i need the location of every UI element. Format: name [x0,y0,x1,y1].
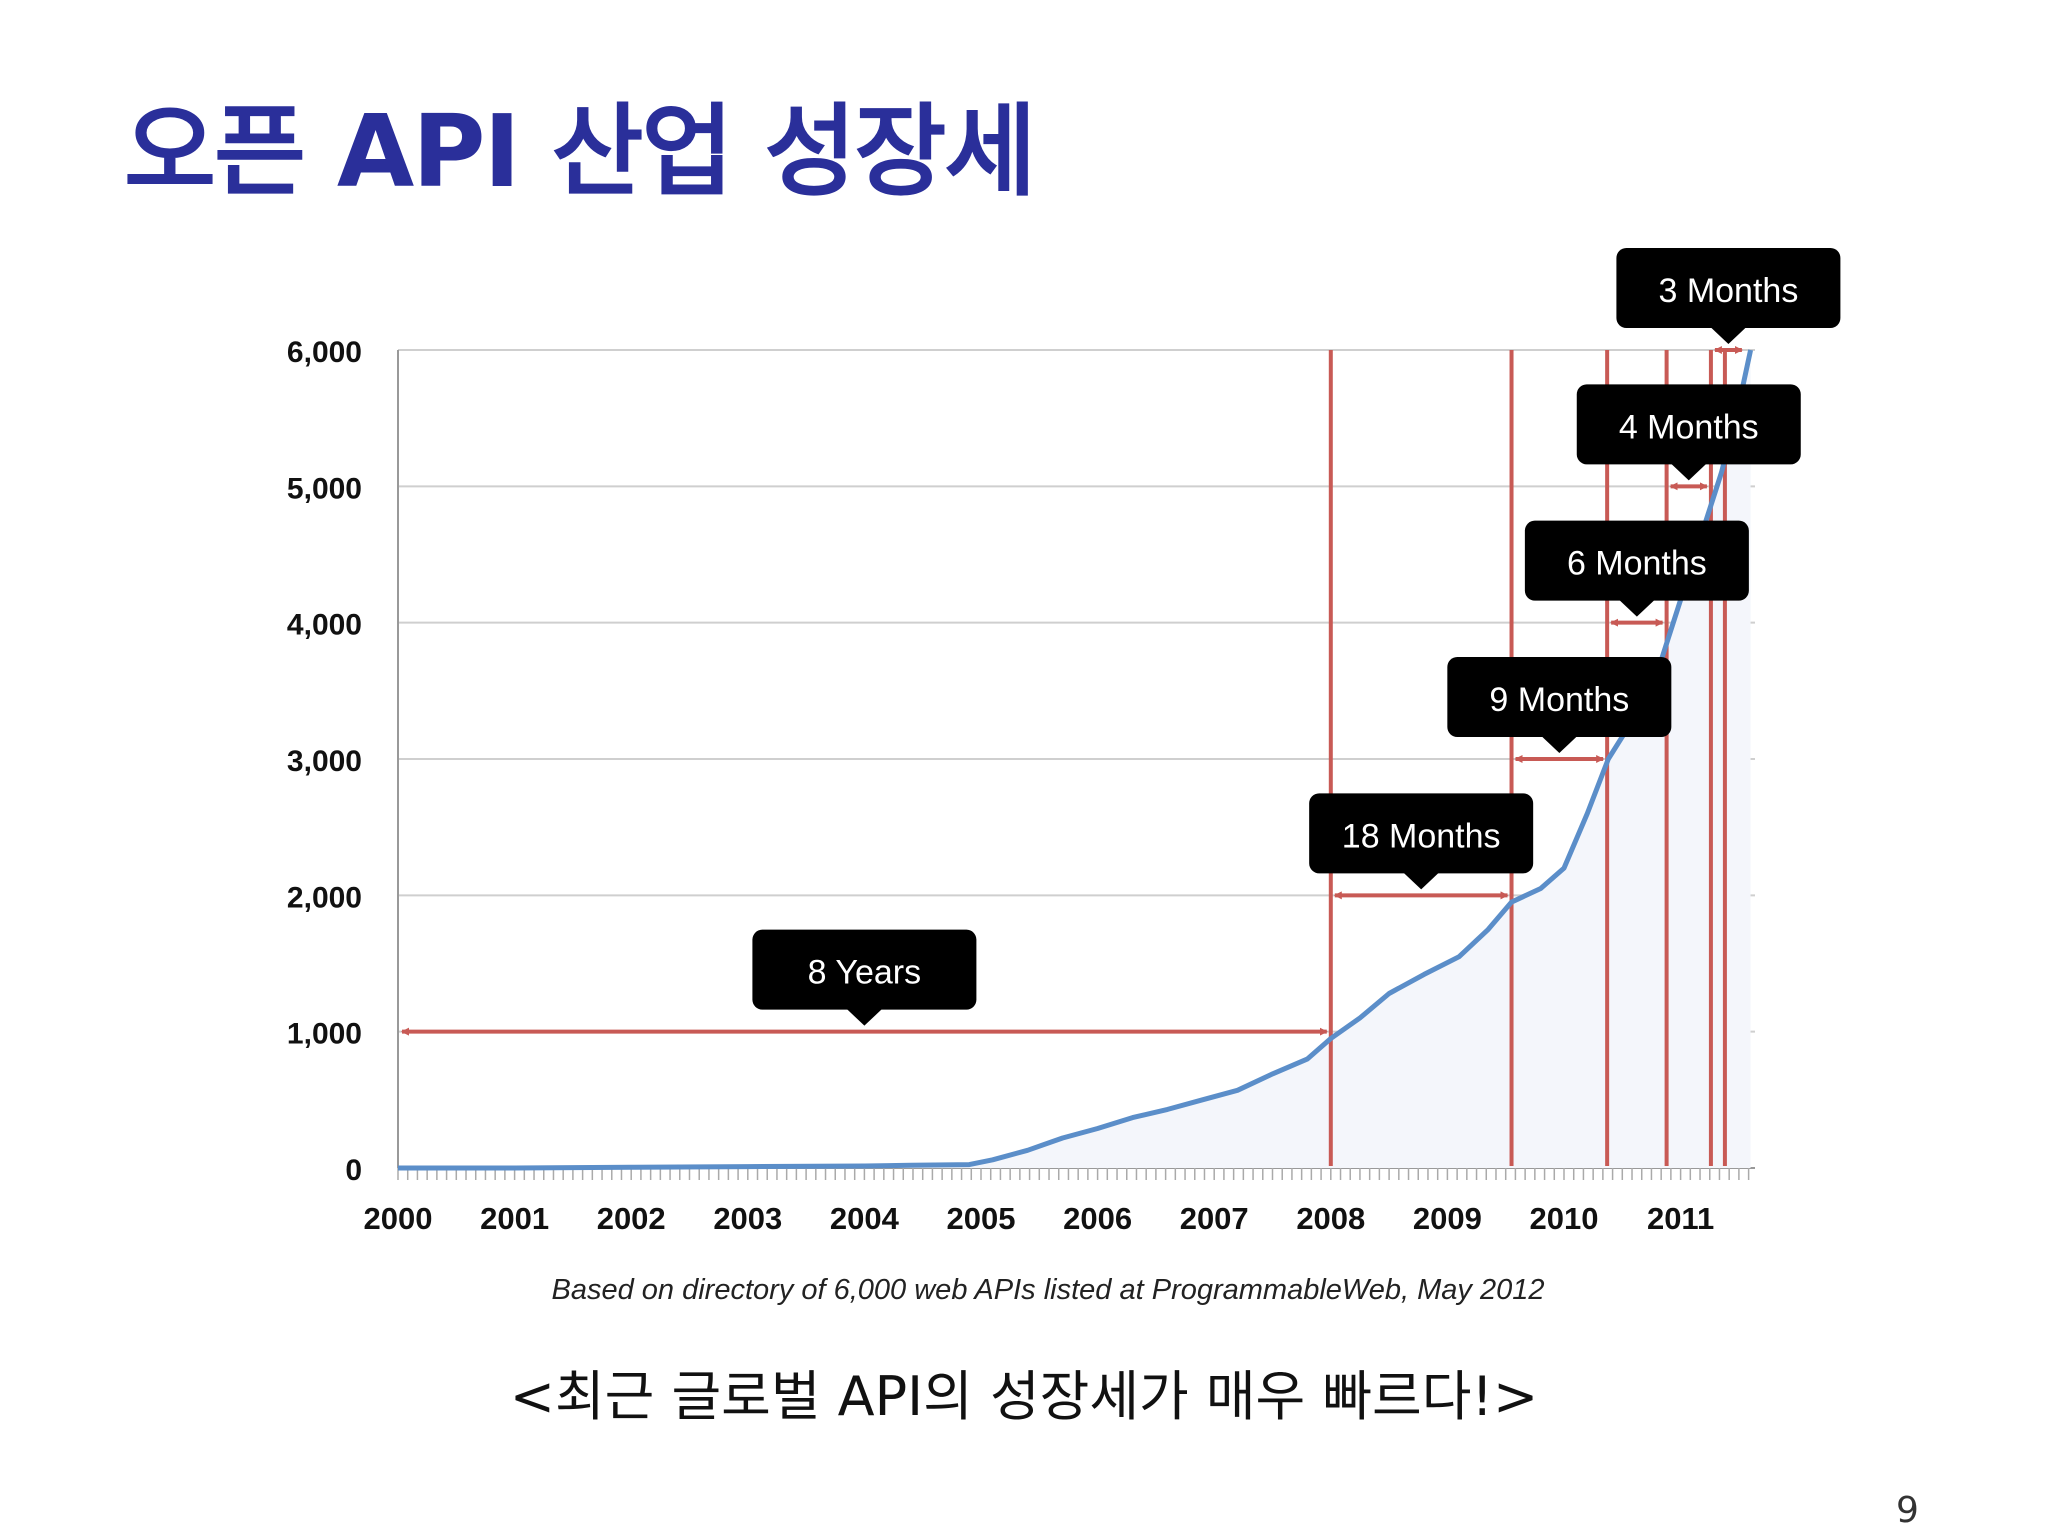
callout-8-years: 8 Years [752,929,977,1026]
callout-4-months: 4 Months [1576,384,1801,481]
callout-label: 9 Months [1489,681,1629,719]
callout-9-months: 9 Months [1447,657,1672,753]
x-tick-label: 2008 [1296,1201,1365,1236]
x-tick-label: 2005 [947,1201,1016,1236]
callout-pointer [846,1008,883,1026]
callout-pointer [1710,327,1747,344]
x-tick-label: 2003 [713,1201,782,1236]
callout-label: 8 Years [808,954,921,992]
x-tick-label: 2009 [1413,1201,1482,1236]
x-tick-label: 2001 [480,1201,549,1236]
source-note: Based on directory of 6,000 web APIs lis… [552,1274,1545,1306]
callout-box [1576,384,1801,465]
y-tick-label: 6,000 [287,336,362,369]
x-tick-label: 2010 [1530,1201,1599,1236]
callout-pointer [1403,872,1440,890]
callout-box [1309,793,1534,874]
callout-3-months: 3 Months [1616,248,1841,344]
y-tick-label: 1,000 [287,1018,362,1051]
y-tick-label: 0 [345,1154,362,1187]
x-minor-ticks [397,1168,1750,1180]
callout-pointer [1670,463,1707,481]
x-tick-label: 2004 [830,1201,900,1236]
y-tick-label: 2,000 [287,881,362,914]
x-tick-label: 2006 [1063,1201,1132,1236]
y-tick-label: 5,000 [287,472,362,505]
callout-label: 18 Months [1342,817,1501,855]
x-tick-label: 2002 [597,1201,666,1236]
callout-pointer [1618,599,1655,617]
x-tick-label: 2011 [1647,1201,1714,1236]
series-area [398,350,1751,1168]
x-tick-label: 2000 [364,1201,433,1236]
callout-box [752,929,977,1010]
callout-label: 4 Months [1619,408,1759,446]
slide-caption: <최근 글로벌 API의 성장세가 매우 빠르다!> [509,1365,1539,1428]
y-tick-label: 4,000 [287,609,362,642]
callout-box [1447,657,1672,737]
callout-box [1524,520,1749,601]
callout-box [1616,248,1841,328]
page-number: 9 [1896,1490,1919,1531]
callout-pointer [1541,736,1578,753]
x-tick-label: 2007 [1180,1201,1249,1236]
slide-title: 오픈 API 산업 성장세 [124,93,1036,210]
callout-label: 3 Months [1658,272,1798,310]
callout-18-months: 18 Months [1309,793,1534,890]
callout-label: 6 Months [1567,545,1707,583]
callout-6-months: 6 Months [1524,520,1749,617]
y-tick-label: 3,000 [287,745,362,778]
